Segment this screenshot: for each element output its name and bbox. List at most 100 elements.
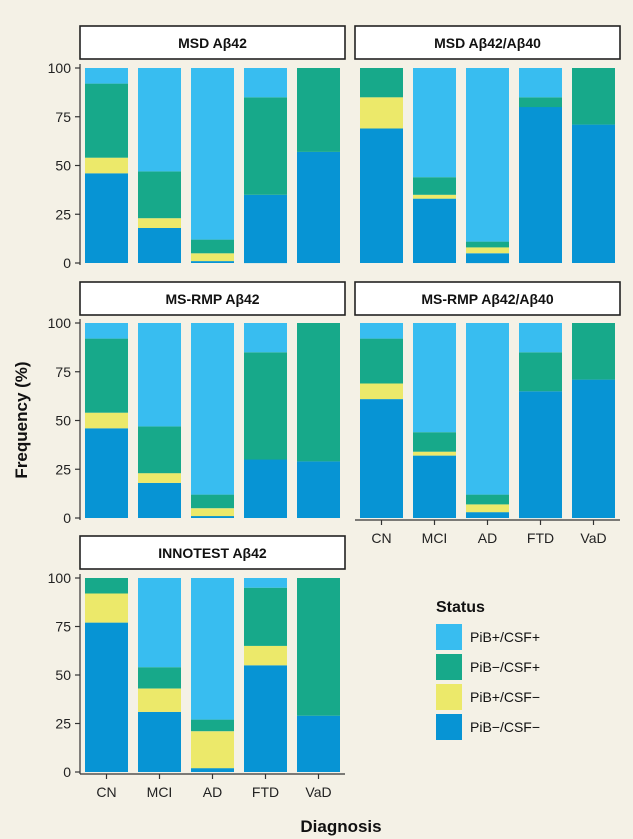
bar-segment (85, 157, 128, 174)
y-tick-label: 50 (55, 667, 71, 683)
y-tick-label: 75 (55, 109, 71, 125)
bar-segment (244, 459, 287, 518)
bar-segment (244, 587, 287, 646)
bar-segment (85, 338, 128, 413)
bar-segment (297, 461, 340, 518)
bar-segment (244, 194, 287, 264)
bar-segment (191, 239, 234, 254)
x-tick-label: VaD (580, 530, 606, 546)
x-tick-label: MCI (422, 530, 448, 546)
bar-segment (191, 508, 234, 517)
panel-title: MS-RMP Aβ42 (165, 291, 259, 307)
bar-segment (85, 83, 128, 158)
bar-segment (138, 688, 181, 712)
bar-segment (413, 451, 456, 456)
bar-segment (572, 124, 615, 263)
y-tick-label: 50 (55, 413, 71, 429)
bar-segment (244, 645, 287, 666)
x-tick-label: MCI (147, 784, 173, 800)
panel-title: INNOTEST Aβ42 (158, 545, 267, 561)
bar-segment (572, 323, 615, 380)
x-tick-label: AD (478, 530, 497, 546)
bar-segment (138, 68, 181, 172)
bar-segment (191, 768, 234, 772)
y-tick-label: 100 (48, 60, 72, 76)
bar-segment (360, 383, 403, 400)
bar-segment (191, 68, 234, 240)
y-tick-label: 0 (63, 255, 71, 271)
x-tick-label: FTD (527, 530, 554, 546)
legend-swatch (436, 684, 462, 710)
bar-segment (572, 68, 615, 125)
bar-segment (191, 578, 234, 720)
bar-segment (413, 194, 456, 199)
bar-segment (466, 247, 509, 254)
bar-segment (244, 352, 287, 460)
bar-segment (85, 578, 128, 594)
bar-segment (466, 512, 509, 518)
panel-strip (354, 281, 621, 316)
panel-strip (79, 535, 346, 570)
bar-segment (519, 97, 562, 108)
bar-segment (360, 128, 403, 263)
bar-segment (360, 399, 403, 518)
bar-segment (466, 68, 509, 242)
bar-segment (413, 455, 456, 518)
bar-segment (85, 68, 128, 84)
legend-label: PiB+/CSF− (470, 689, 540, 705)
bar-segment (244, 323, 287, 353)
y-tick-label: 50 (55, 158, 71, 174)
bar-segment (191, 719, 234, 732)
bar-segment (85, 323, 128, 339)
legend-swatch (436, 624, 462, 650)
bar-segment (85, 428, 128, 518)
bar-segment (519, 391, 562, 519)
bar-segment (244, 97, 287, 195)
bar-segment (519, 107, 562, 263)
y-tick-label: 0 (63, 764, 71, 780)
bar-segment (360, 97, 403, 129)
y-tick-label: 75 (55, 364, 71, 380)
bar-segment (138, 473, 181, 483)
x-tick-label: VaD (305, 784, 331, 800)
x-tick-label: CN (371, 530, 391, 546)
bar-segment (519, 352, 562, 392)
bar-segment (191, 261, 234, 263)
bar-segment (360, 338, 403, 384)
bar-segment (360, 323, 403, 339)
bar-segment (244, 665, 287, 772)
x-tick-label: AD (203, 784, 222, 800)
bar-segment (244, 68, 287, 98)
panel-title: MSD Aβ42 (178, 35, 247, 51)
bar-segment (191, 731, 234, 769)
bar-segment (413, 323, 456, 433)
x-tick-label: CN (96, 784, 116, 800)
bar-segment (138, 711, 181, 772)
bar-segment (138, 218, 181, 228)
legend-label: PiB+/CSF+ (470, 629, 540, 645)
bar-segment (413, 68, 456, 178)
bar-segment (138, 171, 181, 219)
y-tick-label: 25 (55, 716, 71, 732)
bar-segment (413, 432, 456, 452)
bar-segment (297, 68, 340, 152)
panel-title: MSD Aβ42/Aβ40 (434, 35, 541, 51)
bar-segment (466, 504, 509, 513)
bar-segment (413, 198, 456, 263)
bar-segment (138, 482, 181, 518)
bar-segment (360, 68, 403, 98)
panel-title: MS-RMP Aβ42/Aβ40 (421, 291, 553, 307)
y-tick-label: 100 (48, 315, 72, 331)
bar-segment (413, 177, 456, 195)
bar-segment (572, 379, 615, 518)
bar-segment (519, 323, 562, 353)
bar-segment (297, 715, 340, 772)
legend-label: PiB−/CSF+ (470, 659, 540, 675)
panel-strip (354, 25, 621, 60)
legend-swatch (436, 654, 462, 680)
bar-segment (85, 412, 128, 429)
y-tick-label: 100 (48, 570, 72, 586)
x-axis-title: Diagnosis (300, 817, 381, 836)
bar-segment (85, 593, 128, 623)
